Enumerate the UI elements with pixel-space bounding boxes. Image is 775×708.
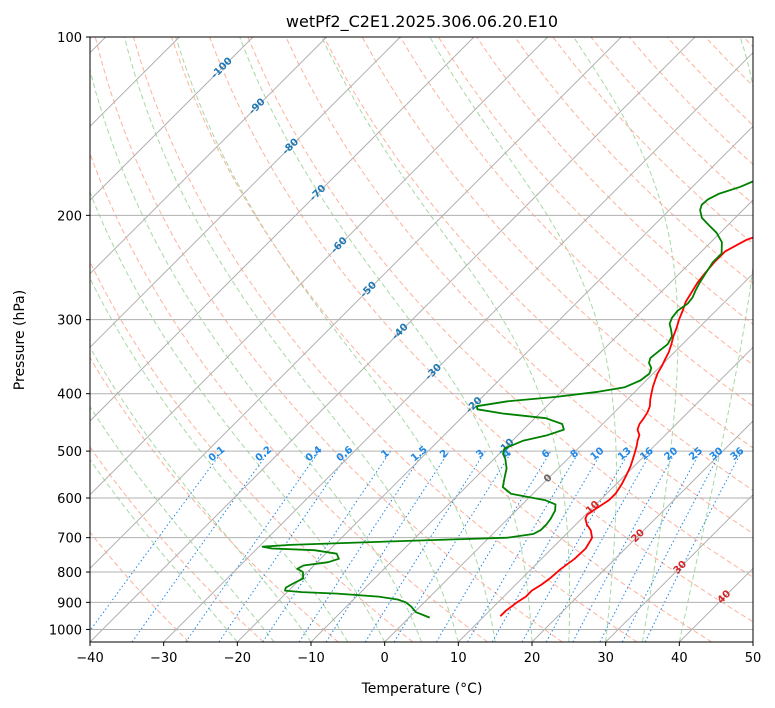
- moist-adiabat-line: [90, 405, 275, 642]
- mixing-ratio-line: [131, 450, 270, 642]
- dry-adiabat-line: [90, 531, 190, 642]
- x-tick-label: −40: [76, 651, 103, 666]
- y-tick-label: 900: [57, 596, 82, 611]
- x-tick-label: 10: [450, 651, 467, 666]
- isotherm-line: [90, 37, 622, 570]
- mixing-ratio-lines: [90, 450, 743, 642]
- dry-adiabat-line: [90, 356, 339, 642]
- dry-adiabat-line: [209, 37, 753, 623]
- moist-adiabat-line: [321, 37, 571, 642]
- moist-adiabat-line: [175, 37, 496, 642]
- isotherm-line: [90, 37, 328, 275]
- dry-adiabat-line: [132, 37, 638, 642]
- moist-adiabat-line: [429, 37, 617, 642]
- sounding-profiles: [261, 180, 753, 619]
- isotherm-line: [90, 37, 696, 642]
- y-tick-label: 100: [57, 31, 82, 46]
- dry-adiabat-line: [399, 37, 753, 407]
- mixing-ratio-line: [644, 450, 743, 642]
- x-tick-label: −10: [297, 651, 324, 666]
- mixing-ratio-line: [262, 450, 392, 642]
- y-tick-label: 300: [57, 314, 82, 329]
- isotherm-line: [90, 37, 254, 201]
- x-tick-label: 40: [671, 651, 688, 666]
- mixing-ratio-line: [218, 450, 351, 642]
- y-tick-label: 200: [57, 209, 82, 224]
- pressure-gridlines: [90, 37, 753, 630]
- dry-adiabat-line: [285, 37, 753, 535]
- moist-adiabat-line: [124, 37, 459, 642]
- x-tick-label: 20: [524, 651, 541, 666]
- y-tick-label: 600: [57, 492, 82, 507]
- mixing-ratio-line: [298, 450, 425, 642]
- x-tick-label: 0: [381, 651, 389, 666]
- mixing-ratio-line: [572, 450, 677, 642]
- moist-adiabat-line: [90, 68, 422, 642]
- mixing-ratio-line: [325, 450, 450, 642]
- y-tick-label: 800: [57, 566, 82, 581]
- isotherms: [90, 37, 753, 642]
- isotherm-line: [531, 420, 753, 642]
- dry-adiabat-line: [247, 37, 753, 578]
- isotherm-line: [457, 346, 753, 642]
- isotherm-line: [236, 125, 753, 642]
- mixing-ratio-line: [185, 450, 320, 642]
- mixing-ratio-line: [521, 450, 630, 642]
- dry-adiabat-line: [323, 37, 753, 491]
- x-tick-label: 50: [745, 651, 762, 666]
- isotherm-line: [605, 493, 753, 642]
- isotherm-line: [90, 37, 475, 422]
- dry-adiabat-line: [94, 37, 563, 642]
- x-axis-ticks: −40 −30 −20 −10 0 10 20 30 40 50: [76, 642, 761, 666]
- moist-adiabat-line: [90, 277, 349, 642]
- dry-adiabat-line: [514, 37, 753, 285]
- y-tick-label: 500: [57, 445, 82, 460]
- y-axis-label: Pressure (hPa): [12, 290, 28, 390]
- moist-adiabat-line: [90, 458, 238, 642]
- y-tick-label: 1000: [49, 623, 82, 638]
- chart-title: wetPf2_C2E1.2025.306.06.20.E10: [286, 12, 558, 32]
- isotherm-line: [163, 51, 753, 642]
- mixing-ratio-line: [90, 450, 223, 632]
- moist-adiabat-line: [573, 37, 679, 642]
- isotherm-line: [384, 272, 753, 642]
- dry-adiabat-line: [437, 37, 753, 366]
- moist-adiabat-line: [239, 37, 533, 642]
- x-axis-label: Temperature (°C): [361, 681, 483, 697]
- dry-adiabat-line: [90, 446, 264, 642]
- temperature-profile-line: [499, 236, 753, 617]
- moist-adiabat-line: [678, 37, 753, 642]
- x-tick-label: −30: [150, 651, 177, 666]
- mixing-ratio-line: [393, 450, 513, 642]
- dry-adiabat-line: [361, 37, 753, 449]
- mixing-ratio-line: [545, 450, 653, 642]
- dewpoint-profile-line: [261, 180, 753, 619]
- dry-adiabat-line: [90, 152, 488, 642]
- dry-adiabat-line: [171, 37, 712, 642]
- x-tick-label: −20: [224, 651, 251, 666]
- y-tick-label: 400: [57, 388, 82, 403]
- y-tick-label: 700: [57, 532, 82, 547]
- isotherm-line: [90, 37, 549, 496]
- x-tick-label: 30: [597, 651, 614, 666]
- isotherm-line: [90, 37, 401, 349]
- plot-frame: [89, 36, 754, 643]
- y-axis-ticks: 100 200 300 400 500 600 700 800 900 1000: [49, 31, 90, 638]
